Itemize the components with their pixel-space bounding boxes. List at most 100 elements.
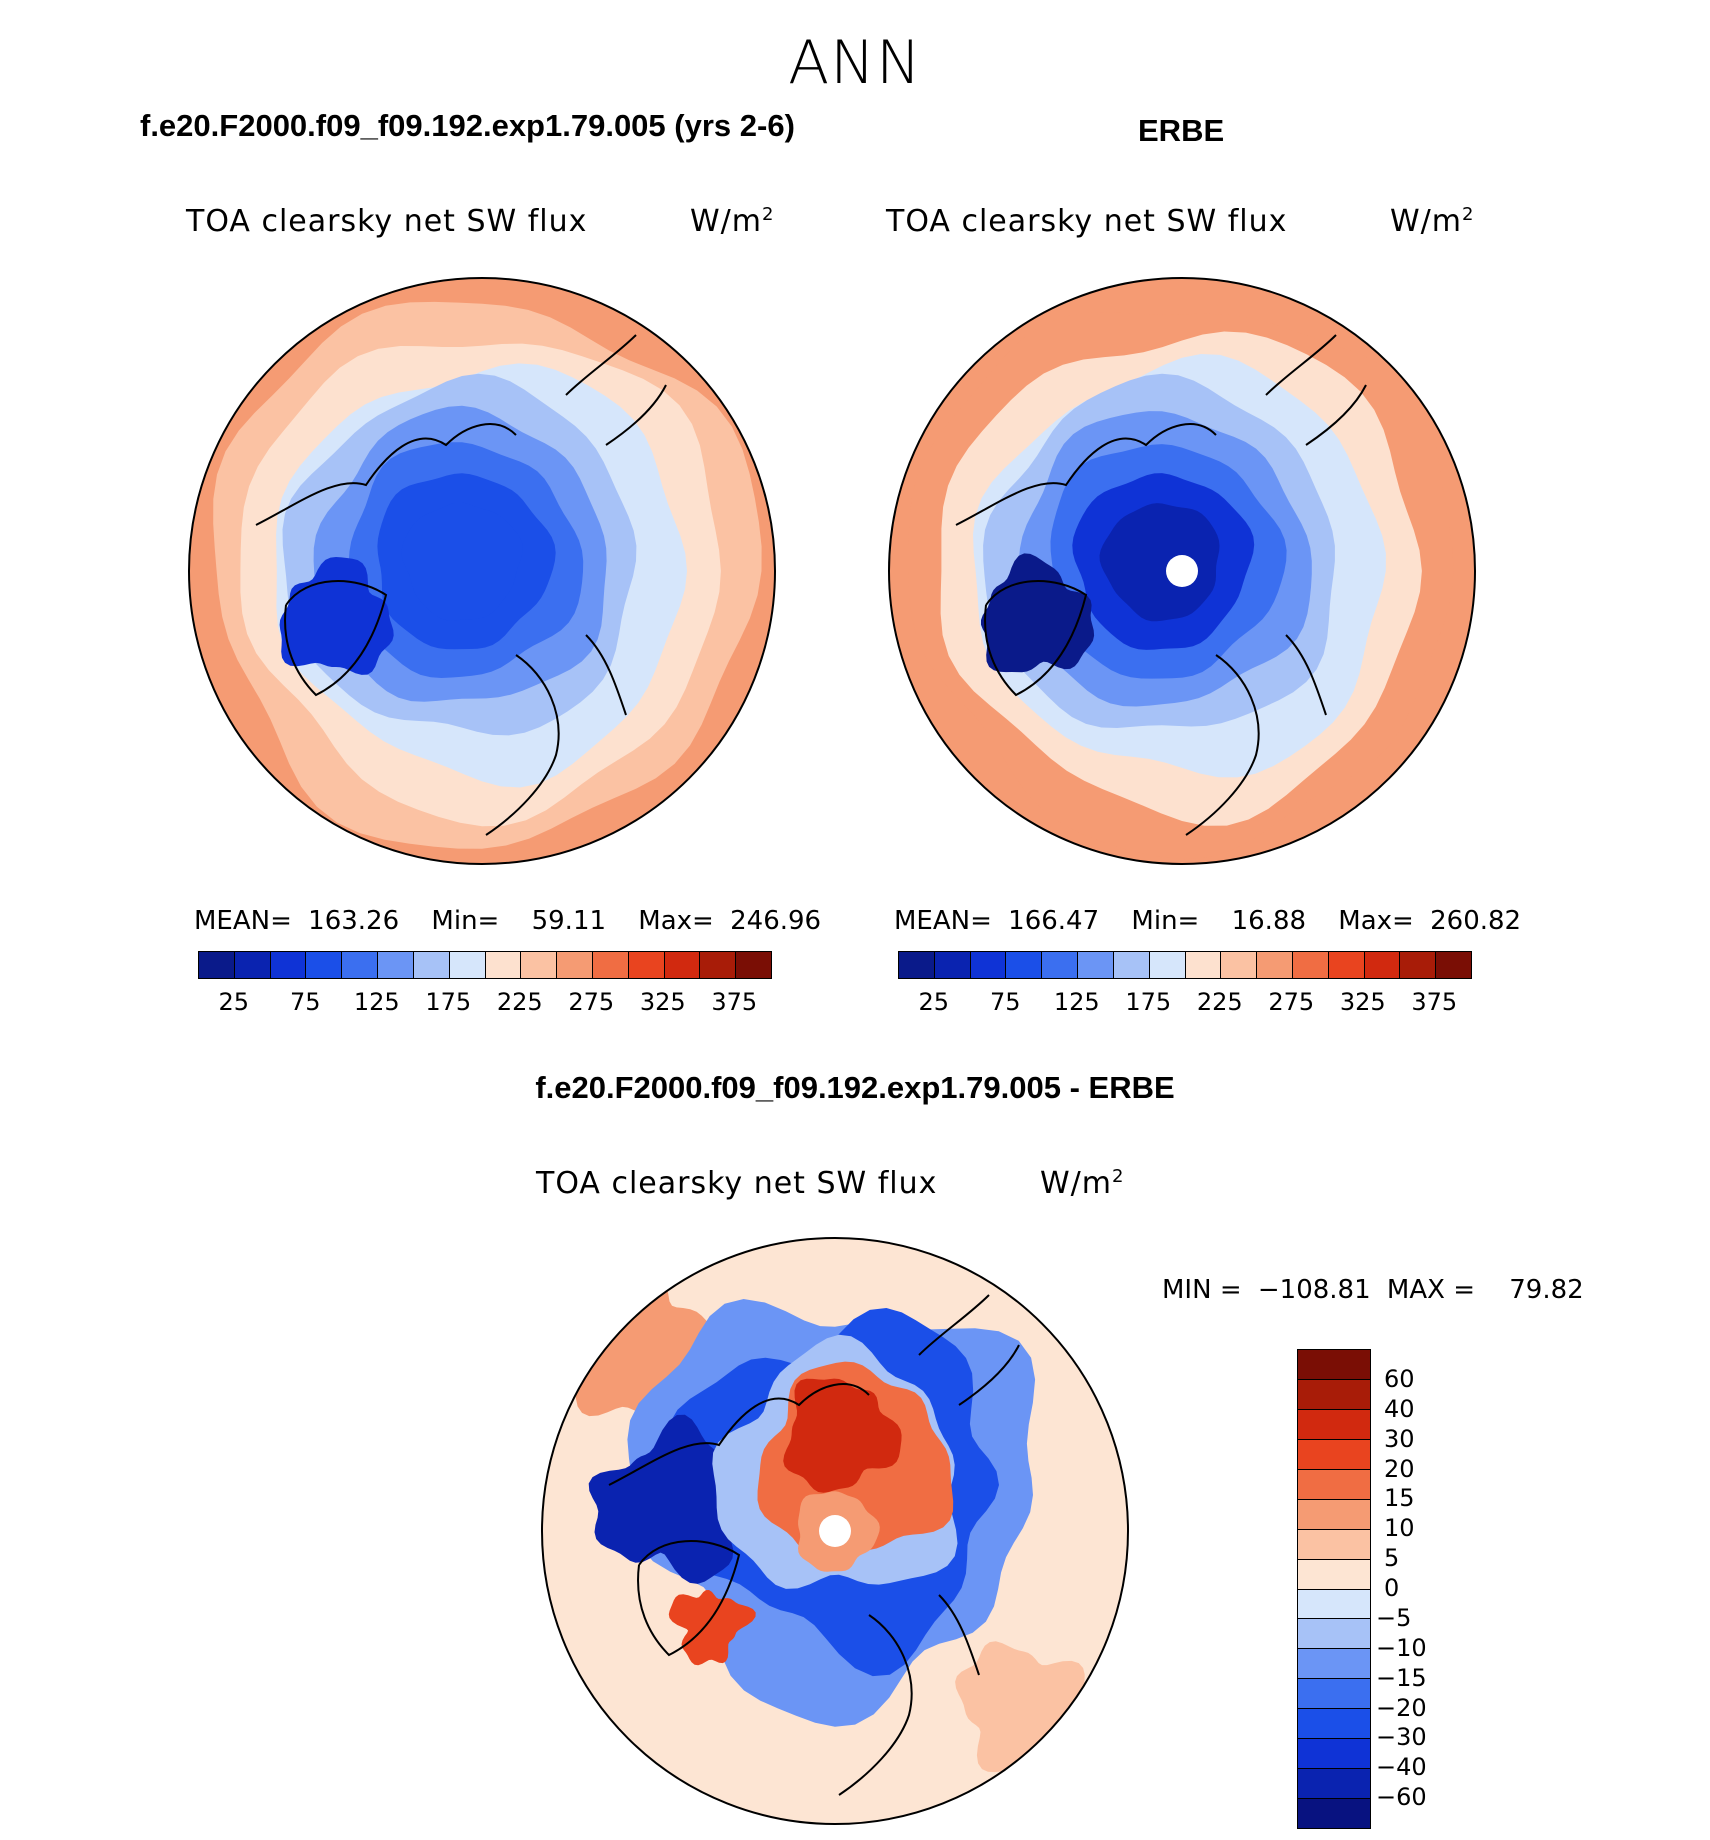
diff-stats: MIN = −108.81 MAX = 79.82 (1162, 1275, 1584, 1305)
obs-stats: MEAN= 166.47 Min= 16.88 Max= 260.82 (894, 906, 1521, 936)
obs-coastlines (955, 334, 1367, 836)
coastline (284, 580, 388, 697)
colorbar-cell (1078, 952, 1114, 978)
colorbar-cell (485, 952, 522, 978)
coastline (984, 580, 1088, 697)
obs-max-value: 260.82 (1430, 906, 1522, 936)
colorbar-cell (1298, 1619, 1370, 1650)
colorbar-cell (199, 952, 235, 978)
colorbar-cell (449, 952, 486, 978)
diff-units-label: W/m2 (1040, 1166, 1125, 1201)
model-field (189, 278, 775, 864)
diff-variable-label: TOA clearsky net SW flux (536, 1166, 938, 1201)
colorbar-cell (557, 952, 593, 978)
obs-mean-value: 166.47 (1008, 906, 1100, 936)
colorbar-tick-label: 375 (711, 988, 758, 1016)
colorbar-cell (736, 952, 771, 978)
colorbar-cell (1298, 1350, 1370, 1380)
obs-pole-missing-data (1166, 555, 1198, 587)
colorbar-cell (1298, 1529, 1370, 1560)
coastline (1285, 634, 1327, 716)
colorbar-cell (1298, 1679, 1370, 1710)
obs-max-label: Max= (1338, 906, 1414, 936)
model-coastlines (255, 334, 667, 836)
colorbar-cell (628, 952, 665, 978)
coastline (485, 654, 560, 836)
colorbar-cell (1400, 952, 1437, 978)
colorbar-cell (1298, 1709, 1370, 1740)
colorbar-cell (1298, 1469, 1370, 1500)
colorbar-tick-label: 10 (1384, 1514, 1415, 1543)
colorbar-tick-label: 25 (918, 988, 950, 1016)
diff-max-value: 79.82 (1509, 1275, 1584, 1305)
model-max-label: Max= (638, 906, 714, 936)
field-contour (401, 502, 523, 621)
colorbar-cell (1298, 1589, 1370, 1620)
coastline (955, 423, 1217, 526)
diff-coastlines (608, 1294, 1020, 1796)
colorbar-cell (1298, 1559, 1370, 1590)
coastline (938, 1594, 980, 1676)
coastline (565, 334, 667, 446)
colorbar-tick-label: 25 (218, 988, 250, 1016)
colorbar-tick-label: 30 (1384, 1424, 1415, 1453)
colorbar-cell (378, 952, 414, 978)
coastline (838, 1614, 913, 1796)
model-panel-title: f.e20.F2000.f09_f09.192.exp1.79.005 (yrs… (140, 108, 795, 143)
colorbar-cell (1149, 952, 1186, 978)
colorbar-tick-label: 325 (639, 988, 686, 1016)
obs-variable-label: TOA clearsky net SW flux (886, 204, 1288, 239)
coastline (608, 1383, 870, 1486)
colorbar-tick-label: 15 (1384, 1484, 1415, 1513)
colorbar-cell (1042, 952, 1079, 978)
model-mean-label: MEAN= (194, 906, 292, 936)
coastline (918, 1294, 1020, 1406)
colorbar-cell (1298, 1649, 1370, 1680)
colorbar-tick-label: −30 (1376, 1723, 1427, 1752)
colorbar-cell (1257, 952, 1293, 978)
colorbar-tick-label: 20 (1384, 1454, 1415, 1483)
colorbar-cell (234, 952, 271, 978)
colorbar-cell (1298, 1769, 1370, 1800)
colorbar-tick-label: 225 (1196, 988, 1243, 1016)
colorbar-tick-label: 175 (425, 988, 472, 1016)
model-mean-value: 163.26 (308, 906, 400, 936)
coastline (1185, 654, 1260, 836)
colorbar-cell (1364, 952, 1401, 978)
colorbar-cell (592, 952, 629, 978)
colorbar-cell (664, 952, 701, 978)
season-title: ANN (788, 28, 922, 98)
obs-polar-map (888, 277, 1476, 865)
model-units-label: W/m2 (690, 204, 775, 239)
model-min-label: Min= (431, 906, 500, 936)
colorbar-cell (342, 952, 379, 978)
colorbar-tick-label: 75 (289, 988, 321, 1016)
diff-max-label: MAX = (1386, 1275, 1475, 1305)
field-contour (783, 1378, 902, 1493)
colorbar-cell (1113, 952, 1150, 978)
diff-pole-missing-data (819, 1515, 851, 1547)
colorbar-tick-label: −15 (1376, 1663, 1427, 1692)
obs-min-value: 16.88 (1231, 906, 1307, 936)
model-min-value: 59.11 (531, 906, 607, 936)
model-max-value: 246.96 (730, 906, 822, 936)
obs-colorbar (898, 951, 1472, 979)
obs-map-border (888, 277, 1476, 865)
colorbar-tick-label: 175 (1125, 988, 1172, 1016)
colorbar-cell (1298, 1409, 1370, 1440)
diff-panel-title: f.e20.F2000.f09_f09.192.exp1.79.005 - ER… (535, 1070, 1175, 1105)
model-map-border (188, 277, 776, 865)
colorbar-cell (700, 952, 737, 978)
colorbar-tick-label: −5 (1376, 1603, 1412, 1632)
obs-mean-label: MEAN= (894, 906, 992, 936)
coastline (585, 634, 627, 716)
colorbar-cell (1185, 952, 1222, 978)
obs-panel-title: ERBE (1138, 113, 1225, 148)
colorbar-tick-label: 325 (1339, 988, 1386, 1016)
colorbar-tick-label: 60 (1384, 1364, 1415, 1393)
colorbar-cell (1006, 952, 1043, 978)
colorbar-tick-label: −40 (1376, 1753, 1427, 1782)
colorbar-cell (899, 952, 935, 978)
model-colorbar (198, 951, 772, 979)
colorbar-cell (1292, 952, 1329, 978)
